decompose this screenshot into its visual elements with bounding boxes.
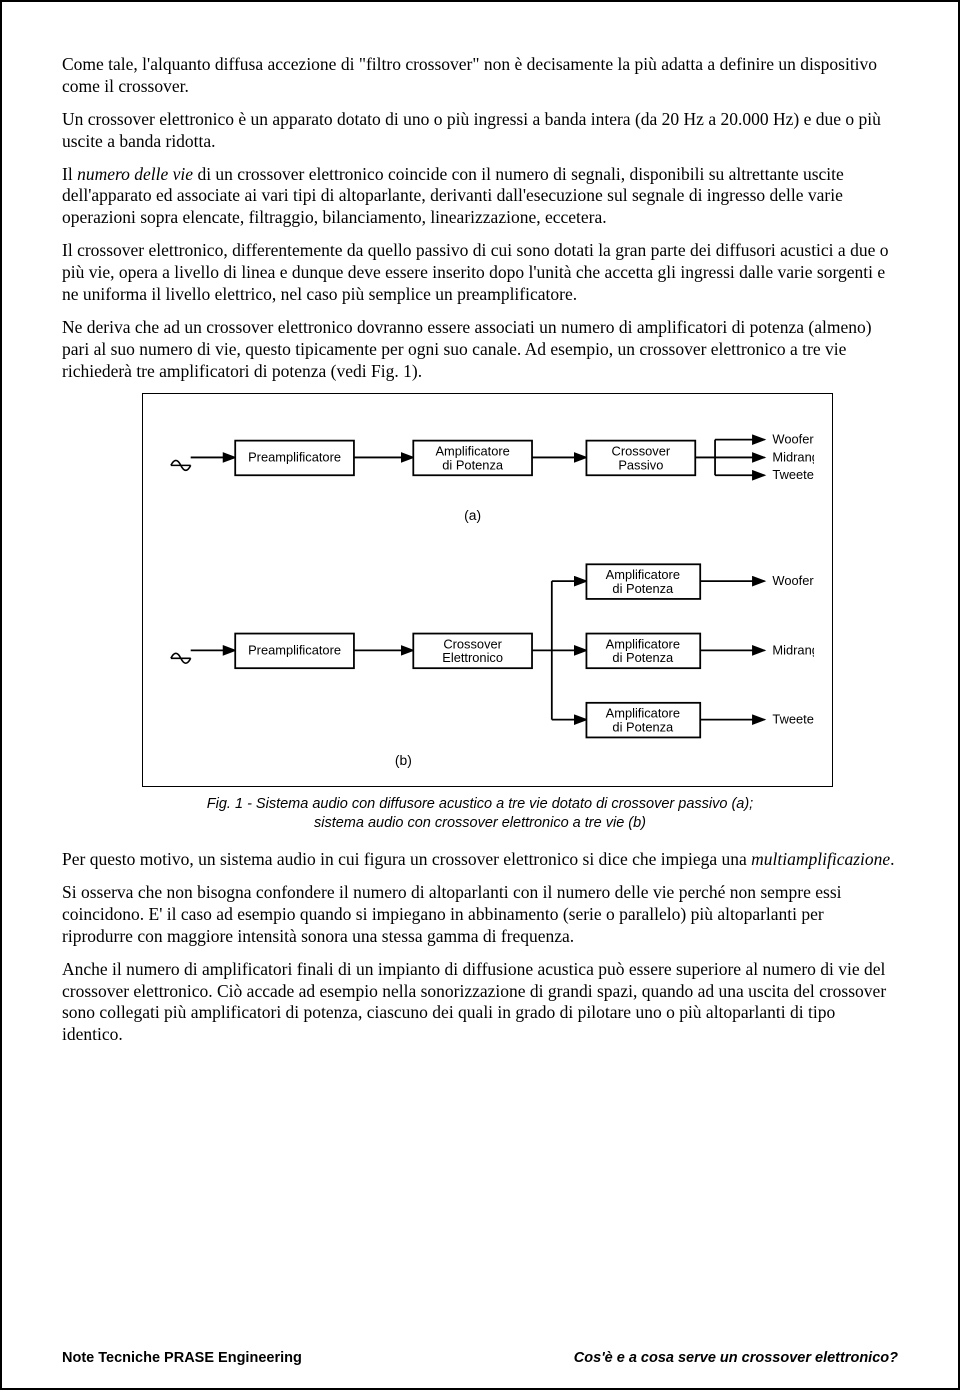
svg-text:Preamplificatore: Preamplificatore [248, 643, 341, 658]
svg-text:Woofer: Woofer [772, 573, 814, 588]
paragraph-1: Come tale, l'alquanto diffusa accezione … [62, 54, 898, 98]
svg-text:di Potenza: di Potenza [612, 581, 674, 596]
paragraph-6: Per questo motivo, un sistema audio in c… [62, 849, 898, 871]
figure-1-diagram: Preamplificatore Amplificatore di Potenz… [161, 406, 814, 772]
caption-line-1: Fig. 1 - Sistema audio con diffusore acu… [207, 796, 753, 812]
caption-line-2: sistema audio con crossover elettronico … [314, 815, 646, 831]
figure-frame: Preamplificatore Amplificatore di Potenz… [142, 393, 833, 787]
figure-1-caption: Fig. 1 - Sistema audio con diffusore acu… [62, 795, 898, 833]
svg-text:di Potenza: di Potenza [612, 651, 674, 666]
svg-text:Passivo: Passivo [618, 458, 663, 473]
svg-text:Amplificatore: Amplificatore [606, 706, 680, 721]
paragraph-3: Il numero delle vie di un crossover elet… [62, 164, 898, 230]
paragraph-6-emphasis: multiamplificazione [751, 849, 890, 869]
svg-text:Crossover: Crossover [443, 637, 502, 652]
svg-text:di Potenza: di Potenza [612, 720, 674, 735]
paragraph-3-pre: Il [62, 164, 77, 184]
svg-text:Amplificatore: Amplificatore [435, 444, 509, 459]
svg-text:Amplificatore: Amplificatore [606, 637, 680, 652]
paragraph-7: Si osserva che non bisogna confondere il… [62, 882, 898, 948]
paragraph-5: Ne deriva che ad un crossover elettronic… [62, 317, 898, 383]
document-page: Come tale, l'alquanto diffusa accezione … [0, 0, 960, 1390]
paragraph-8: Anche il numero di amplificatori finali … [62, 959, 898, 1047]
page-footer: Note Tecniche PRASE Engineering Cos'è e … [62, 1350, 898, 1366]
footer-right: Cos'è e a cosa serve un crossover elettr… [574, 1350, 898, 1366]
paragraph-4: Il crossover elettronico, differentement… [62, 240, 898, 306]
svg-text:di Potenza: di Potenza [442, 458, 504, 473]
svg-text:Elettronico: Elettronico [442, 651, 503, 666]
svg-text:Tweeter: Tweeter [772, 712, 814, 727]
paragraph-6-post: . [890, 849, 894, 869]
paragraph-3-emphasis: numero delle vie [77, 164, 193, 184]
svg-text:Woofer: Woofer [772, 432, 814, 447]
svg-text:(a): (a) [464, 507, 481, 523]
svg-text:Midrange: Midrange [772, 450, 814, 465]
paragraph-2: Un crossover elettronico è un apparato d… [62, 109, 898, 153]
svg-text:Tweeter: Tweeter [772, 468, 814, 483]
paragraph-6-pre: Per questo motivo, un sistema audio in c… [62, 849, 751, 869]
svg-text:Crossover: Crossover [612, 444, 671, 459]
svg-text:Preamplificatore: Preamplificatore [248, 450, 341, 465]
svg-text:Midrange: Midrange [772, 643, 814, 658]
svg-text:Amplificatore: Amplificatore [606, 568, 680, 583]
footer-left: Note Tecniche PRASE Engineering [62, 1350, 302, 1366]
svg-text:(b): (b) [395, 753, 412, 769]
